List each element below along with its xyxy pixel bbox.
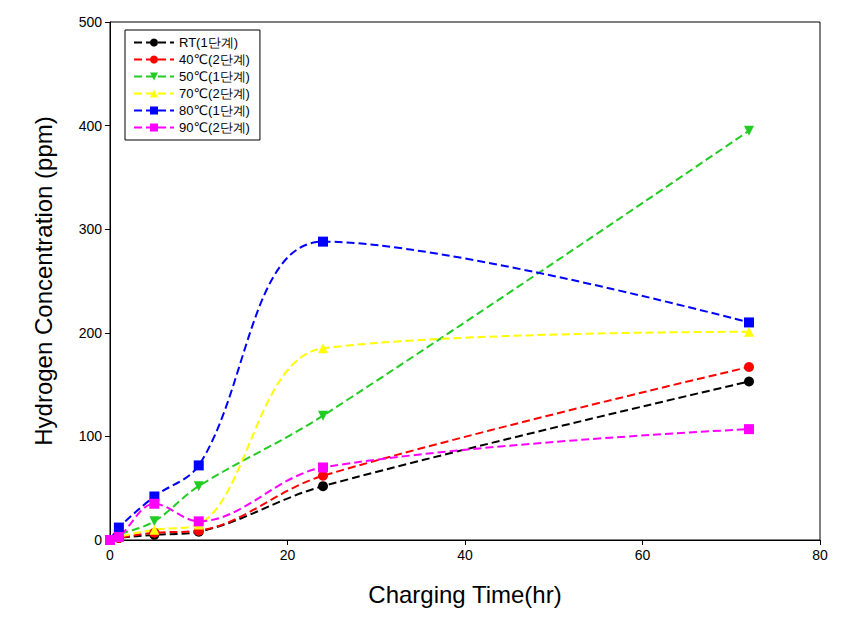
svg-text:80℃(1단계): 80℃(1단계) [179, 103, 250, 118]
svg-text:90℃(2단계): 90℃(2단계) [179, 120, 250, 135]
svg-text:40℃(2단계): 40℃(2단계) [179, 52, 250, 67]
svg-text:50℃(1단계): 50℃(1단계) [179, 69, 250, 84]
svg-text:200: 200 [79, 325, 103, 341]
svg-text:RT(1단계): RT(1단계) [179, 35, 238, 50]
svg-text:500: 500 [79, 14, 103, 30]
svg-text:100: 100 [79, 428, 103, 444]
svg-text:60: 60 [635, 547, 651, 563]
svg-text:80: 80 [812, 547, 828, 563]
svg-text:70℃(2단계): 70℃(2단계) [179, 86, 250, 101]
svg-text:20: 20 [280, 547, 296, 563]
svg-text:40: 40 [457, 547, 473, 563]
svg-text:0: 0 [94, 532, 102, 548]
svg-text:0: 0 [106, 547, 114, 563]
svg-text:300: 300 [79, 221, 103, 237]
svg-text:Hydrogen Concentration (ppm): Hydrogen Concentration (ppm) [30, 116, 57, 446]
svg-text:400: 400 [79, 118, 103, 134]
svg-text:Charging Time(hr): Charging Time(hr) [368, 581, 561, 608]
